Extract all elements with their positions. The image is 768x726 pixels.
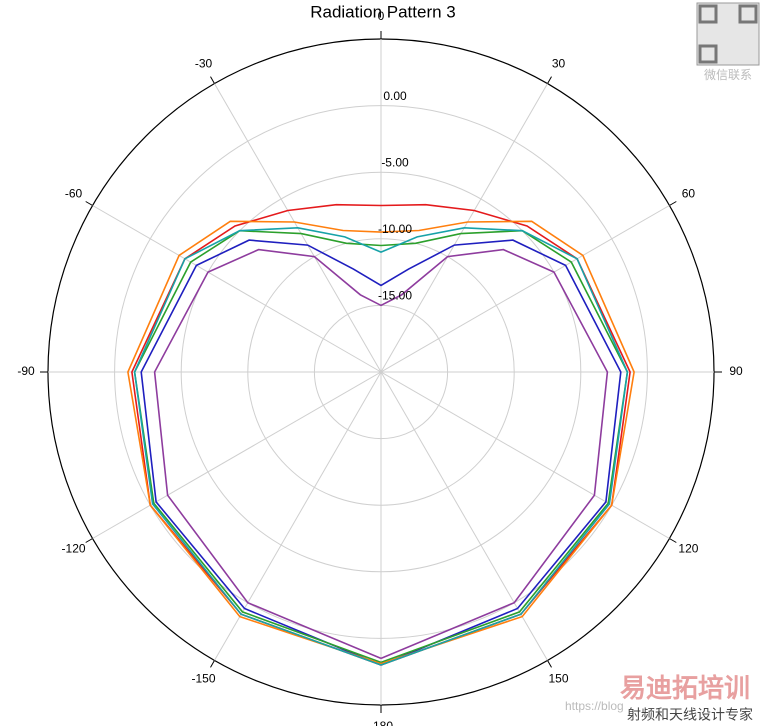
angle-label: -30 (195, 57, 213, 71)
angle-label: -120 (62, 542, 86, 556)
angle-label: -90 (17, 364, 35, 378)
pattern-line (140, 239, 622, 666)
pattern-line (153, 248, 609, 660)
pattern-line (131, 203, 631, 666)
angle-label: 90 (729, 364, 743, 378)
angle-label: 120 (678, 542, 698, 556)
qr-corner (698, 4, 718, 24)
grid-circle (247, 238, 515, 506)
radial-label: -5.00 (381, 155, 409, 169)
angle-tick (547, 76, 552, 84)
angle-label: -150 (191, 672, 215, 686)
angle-label: 30 (552, 57, 566, 71)
qr-corner (738, 4, 758, 24)
grid-circle (180, 171, 582, 573)
angle-label: 0 (378, 9, 385, 23)
angle-tick (547, 660, 552, 668)
spoke (380, 371, 670, 539)
spoke (92, 371, 382, 539)
angle-label: -60 (65, 187, 83, 201)
grid-circle (114, 105, 648, 639)
angle-tick (85, 538, 93, 543)
angle-label: 60 (682, 187, 696, 201)
angle-tick (85, 201, 93, 206)
angle-tick (210, 660, 215, 668)
watermark-brand: 易迪拓培训 (620, 673, 750, 703)
pattern-line (133, 226, 629, 666)
qr-corner (698, 44, 718, 64)
angle-tick (669, 538, 677, 543)
qr-code (696, 2, 760, 66)
spoke (380, 205, 670, 373)
watermark-url: https://blog (565, 699, 624, 713)
radial-label: -15.00 (378, 289, 412, 303)
spoke (92, 205, 382, 373)
chart-title: Radiation Pattern 3 (310, 2, 456, 21)
radial-label: 0.00 (383, 89, 407, 103)
pattern-line (127, 220, 635, 665)
watermark-slogan: 射频和天线设计专家 (627, 707, 753, 723)
angle-label: -180 (369, 719, 393, 726)
qr-caption: 微信联系 (704, 68, 752, 82)
radial-label: -10.00 (378, 222, 412, 236)
angle-tick (210, 76, 215, 84)
angle-tick (669, 201, 677, 206)
angle-label: 150 (548, 672, 568, 686)
